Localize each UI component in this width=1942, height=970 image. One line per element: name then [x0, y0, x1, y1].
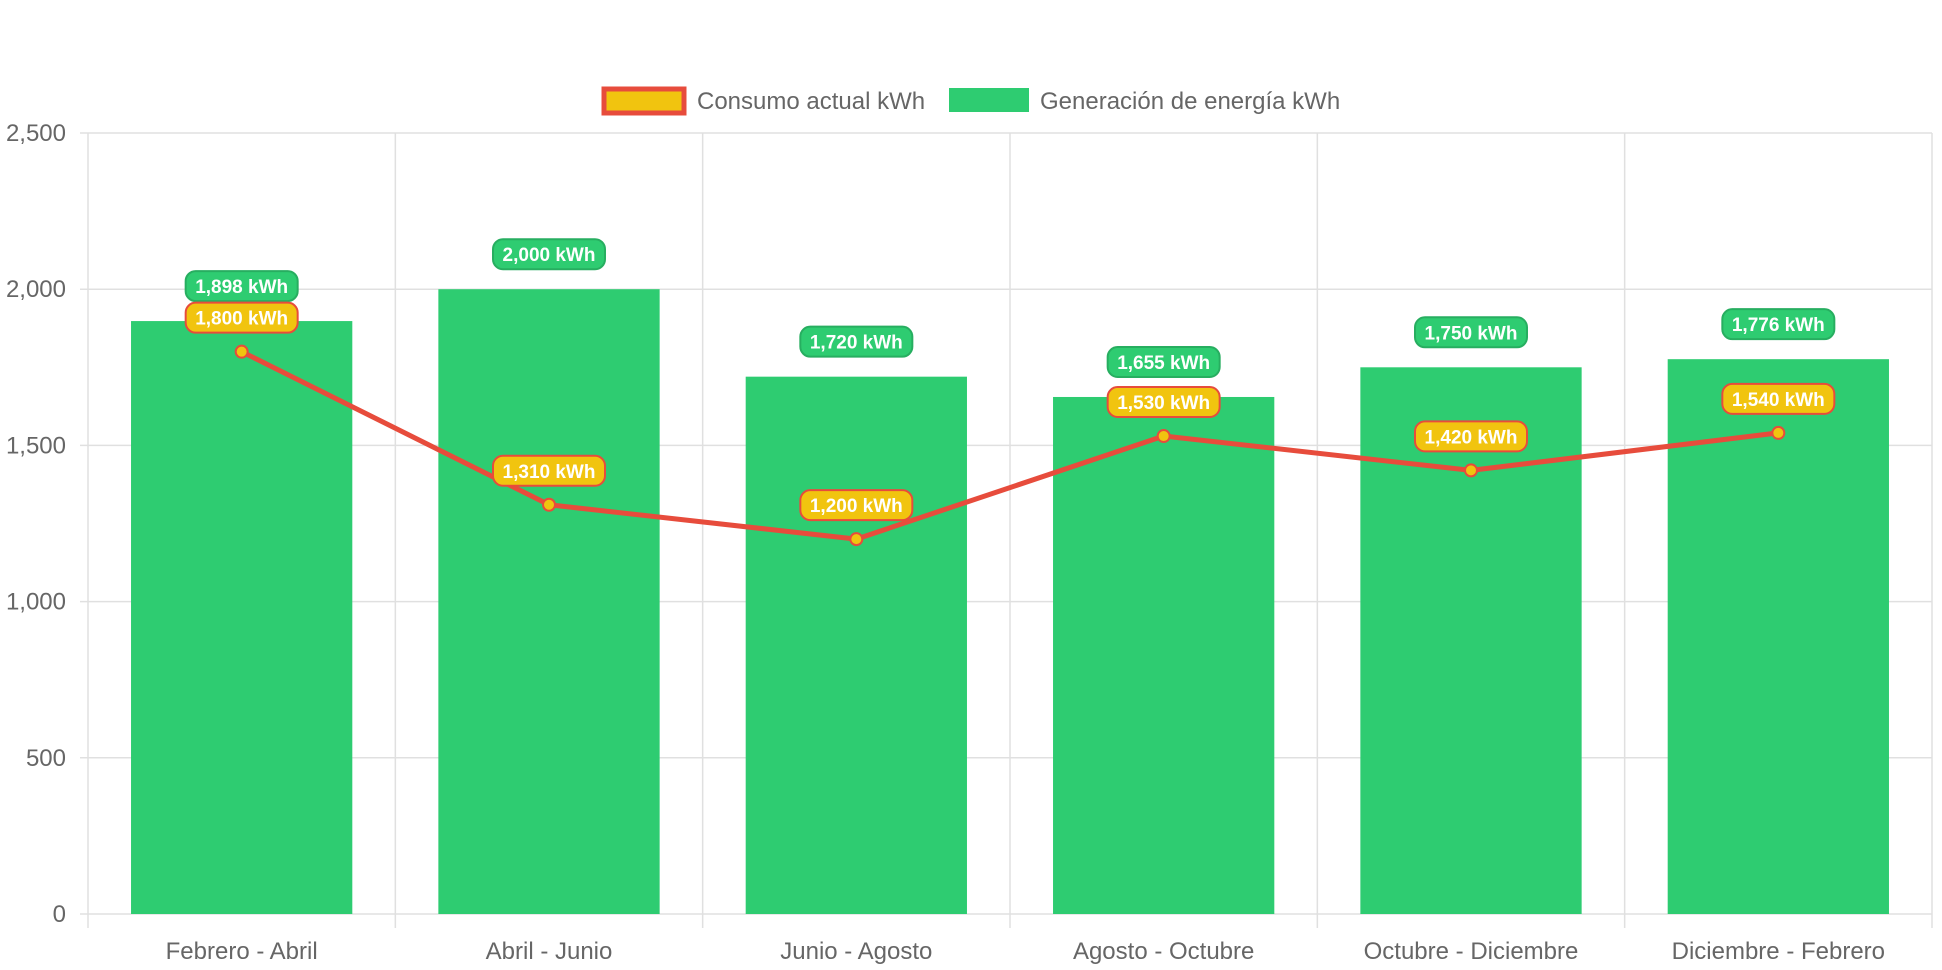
- bar-generacion: [1360, 367, 1582, 914]
- data-label-generacion: 1,655 kWh: [1106, 345, 1221, 378]
- y-tick-label: 1,500: [6, 432, 66, 459]
- x-tick-label: Octubre - Diciembre: [1364, 938, 1579, 965]
- legend-label-consumo: Consumo actual kWh: [697, 88, 925, 115]
- data-label-generacion-text: 1,776 kWh: [1732, 315, 1825, 336]
- point-consumo: [1156, 429, 1171, 444]
- data-label-generacion: 1,898 kWh: [184, 270, 299, 303]
- data-label-consumo-text: 1,420 kWh: [1425, 427, 1518, 448]
- point-consumo: [1771, 425, 1786, 440]
- data-label-consumo-bg: [1414, 420, 1528, 453]
- legend-label-generacion: Generación de energía kWh: [1040, 88, 1340, 115]
- data-label-generacion-bg: [1106, 345, 1221, 378]
- data-label-generacion-text: 1,655 kWh: [1117, 353, 1210, 374]
- point-consumo: [542, 497, 556, 512]
- data-label-generacion: 1,776 kWh: [1721, 308, 1836, 341]
- data-label-consumo-bg: [184, 301, 299, 334]
- y-tick-label: 1,000: [6, 589, 66, 616]
- bar-generacion: [131, 321, 353, 914]
- data-label-consumo-text: 1,540 kWh: [1732, 390, 1825, 411]
- x-tick-label: Diciembre - Febrero: [1672, 938, 1885, 965]
- data-label-generacion-text: 1,898 kWh: [195, 277, 288, 298]
- data-label-consumo-bg: [799, 489, 914, 522]
- data-label-consumo-text: 1,310 kWh: [503, 462, 596, 483]
- data-label-consumo-bg: [1106, 386, 1221, 419]
- x-tick-label: Junio - Agosto: [780, 938, 932, 965]
- y-tick-label: 2,500: [6, 120, 66, 147]
- x-tick-label: Febrero - Abril: [166, 938, 318, 965]
- data-label-generacion-text: 1,720 kWh: [810, 333, 903, 354]
- y-tick-label: 0: [53, 901, 66, 928]
- grid-layer: [80, 132, 1933, 928]
- data-label-consumo: 1,200 kWh: [799, 489, 914, 522]
- x-tick-label: Agosto - Octubre: [1073, 938, 1254, 965]
- y-tick-label: 2,000: [6, 276, 66, 303]
- bar-generacion: [1667, 359, 1889, 914]
- bar-generacion: [745, 376, 967, 914]
- legend-item-generacion: Generación de energía kWh: [949, 88, 1340, 115]
- bar-generacion: [1053, 396, 1275, 914]
- y-tick-label: 500: [26, 745, 66, 772]
- data-label-generacion: 1,720 kWh: [799, 325, 914, 358]
- x-tick-label: Abril - Junio: [486, 938, 613, 965]
- data-labels-layer: 1,898 kWh 2,000 kWh 1,720 kWh 1,655 kWh 1,75…: [184, 238, 1836, 522]
- data-label-generacion-bg: [1721, 308, 1836, 341]
- data-label-consumo-text: 1,800 kWh: [195, 309, 288, 330]
- legend-swatch-generacion: [949, 88, 1029, 112]
- data-label-consumo: 1,310 kWh: [492, 454, 606, 487]
- data-label-consumo-text: 1,530 kWh: [1117, 393, 1210, 414]
- data-label-consumo-bg: [492, 454, 606, 487]
- data-label-consumo: 1,530 kWh: [1106, 386, 1221, 419]
- data-label-generacion: 1,750 kWh: [1414, 316, 1528, 349]
- data-label-generacion: 2,000 kWh: [492, 238, 606, 271]
- data-label-consumo: 1,800 kWh: [184, 301, 299, 334]
- bar-generacion: [438, 289, 660, 914]
- data-label-generacion-bg: [1414, 316, 1528, 349]
- point-consumo: [1464, 463, 1478, 478]
- legend-item-consumo: Consumo actual kWh: [601, 86, 925, 116]
- point-consumo: [234, 344, 249, 359]
- data-label-consumo: 1,540 kWh: [1721, 382, 1836, 415]
- bars-layer: [131, 289, 1889, 914]
- data-label-consumo-bg: [1721, 382, 1836, 415]
- legend-swatch-consumo: [601, 86, 687, 116]
- point-consumo: [849, 532, 864, 547]
- data-label-consumo: 1,420 kWh: [1414, 420, 1528, 453]
- data-label-consumo-text: 1,200 kWh: [810, 496, 903, 517]
- data-label-generacion-bg: [184, 270, 299, 303]
- legend: Consumo actual kWh Generación de energía …: [601, 86, 1340, 116]
- data-label-generacion-bg: [492, 238, 606, 271]
- data-label-generacion-text: 2,000 kWh: [503, 245, 596, 266]
- data-label-generacion-text: 1,750 kWh: [1425, 323, 1518, 344]
- data-label-generacion-bg: [799, 325, 914, 358]
- axis-layer: 0 500 1,000 1,500 2,000 2,500 Febrero - Abril A…: [6, 120, 1885, 965]
